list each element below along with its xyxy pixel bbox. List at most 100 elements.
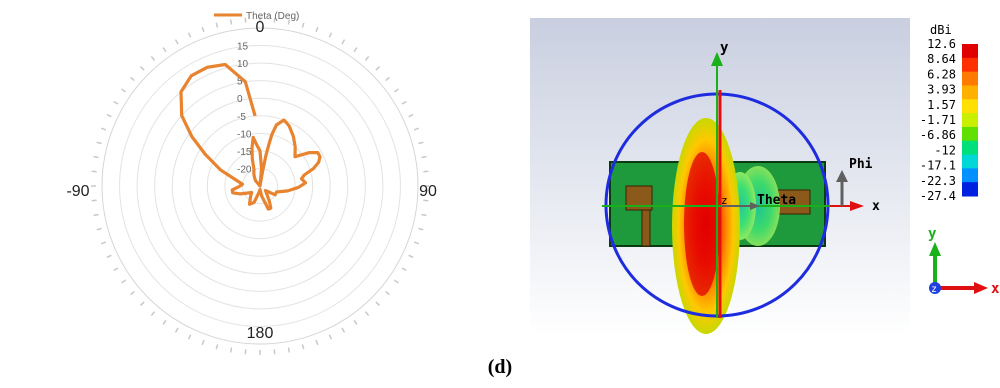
colorbar-segment: [962, 85, 978, 100]
angular-tick: [353, 319, 358, 325]
triad-x-label: x: [991, 281, 1000, 297]
angular-tick: [385, 76, 390, 82]
angle-label-180: 180: [247, 325, 274, 342]
angular-tick: [401, 100, 407, 105]
angular-tick: [229, 19, 233, 25]
angular-tick: [375, 65, 381, 71]
angular-tick: [106, 254, 112, 259]
angular-tick: [162, 319, 167, 325]
angular-tick: [401, 267, 407, 272]
angular-tick: [408, 113, 414, 118]
colorbar-segment: [962, 182, 978, 197]
angular-tick: [113, 100, 119, 105]
angle-label-0: 0: [256, 19, 265, 36]
angular-tick: [150, 56, 156, 61]
angular-tick: [408, 254, 414, 259]
colorbar-label: -17.1: [920, 159, 956, 173]
angular-tick: [121, 279, 127, 284]
colorbar-segment: [962, 99, 978, 114]
radial-tick-label: -5: [237, 112, 246, 123]
legend-label: Theta (Deg): [246, 11, 299, 22]
angular-tick: [93, 155, 99, 159]
angular-tick: [106, 113, 112, 118]
angular-tick: [341, 39, 346, 45]
radial-tick-label: 0: [237, 94, 243, 105]
triad-y-label: y: [928, 226, 937, 242]
colorbar-segment: [962, 126, 978, 142]
colorbar-label: 6.28: [927, 67, 956, 81]
angular-tick: [93, 213, 99, 217]
triad-x-arrow: [974, 282, 988, 294]
angular-tick: [413, 241, 420, 245]
farfield-3d-view: y x Theta z Phi dBi 12.68.646.28 3.931.57…: [530, 18, 1000, 336]
triad-z-dot: [929, 282, 941, 294]
radial-tick-label: -10: [237, 129, 252, 140]
grid-ring-2: [206, 132, 314, 240]
angular-tick: [287, 19, 291, 25]
angular-tick: [385, 290, 390, 296]
angular-tick: [121, 88, 127, 93]
colorbar-label: -22.3: [920, 174, 956, 188]
angular-tick: [130, 76, 135, 82]
antenna-patch-right: [777, 189, 811, 215]
angular-tick: [96, 141, 102, 145]
colorbar-label: -6.86: [920, 128, 956, 142]
phi-label: Phi: [849, 157, 873, 172]
grid-outer-ring: [101, 27, 419, 345]
angular-tick: [375, 301, 381, 307]
angular-tick: [421, 213, 427, 217]
angular-tick: [418, 227, 424, 231]
colorbar-labels: 12.68.646.283.931.57-1.71-6.86-12-17.1-2…: [920, 37, 956, 203]
radial-tick-label: 5: [237, 77, 243, 88]
z-origin-label: z: [721, 194, 728, 207]
theta-label: Theta: [757, 193, 796, 208]
colorbar-segment: [962, 71, 978, 86]
grid-ring-4: [171, 97, 349, 275]
angular-tick: [201, 26, 205, 33]
angular-tick: [301, 22, 305, 28]
angular-tick: [315, 26, 319, 33]
polar-pattern-chart: -20 -15 -10 -5 0 5 10 15 0 90 180 -90 Theta (Deg): [66, 11, 437, 355]
main-lobe-core: [684, 152, 720, 296]
colorbar-label: 12.6: [927, 37, 956, 51]
polar-angle-labels: 0 90 180 -90: [66, 19, 437, 342]
angular-tick: [301, 344, 305, 350]
antenna-feed-left: [641, 209, 651, 247]
colorbar-segment: [962, 168, 978, 183]
angular-tick: [418, 141, 424, 145]
triad-z-label: z: [931, 284, 937, 295]
radial-tick-label: 15: [237, 42, 249, 53]
angular-tick: [139, 301, 145, 307]
angular-tick: [174, 327, 179, 333]
colorbar-label: 8.64: [927, 52, 956, 66]
colorbar-label: -1.71: [920, 113, 956, 127]
angular-tick: [364, 311, 370, 316]
series-line-theta: [179, 62, 322, 211]
angular-tick: [421, 155, 427, 159]
colorbar-label: 3.93: [927, 83, 956, 97]
angular-tick: [328, 334, 333, 340]
angular-tick: [174, 39, 179, 45]
colorbar-segment: [962, 113, 978, 128]
colorbar-label: -27.4: [920, 189, 956, 203]
colorbar-box: [910, 24, 1000, 224]
angular-tick: [113, 267, 119, 272]
colorbar-segment: [962, 57, 978, 73]
angular-tick: [215, 22, 219, 28]
angular-tick: [150, 311, 156, 316]
angular-tick: [364, 56, 370, 61]
angular-tick: [139, 65, 145, 71]
radial-tick-label: -15: [237, 147, 252, 158]
x-axis-arrow: [850, 201, 864, 211]
colorbar-segment: [962, 44, 978, 59]
colorbar-unit: dBi: [930, 23, 952, 37]
grid-ring-6: [136, 62, 384, 310]
angular-tick: [229, 347, 233, 353]
colorbar-segment: [962, 154, 978, 169]
angular-tick: [328, 32, 333, 38]
polar-grid: [101, 27, 419, 345]
theta-arrow: [750, 202, 760, 210]
angular-tick: [162, 47, 167, 53]
angular-tick: [413, 127, 420, 131]
angle-label-90: 90: [419, 183, 437, 200]
